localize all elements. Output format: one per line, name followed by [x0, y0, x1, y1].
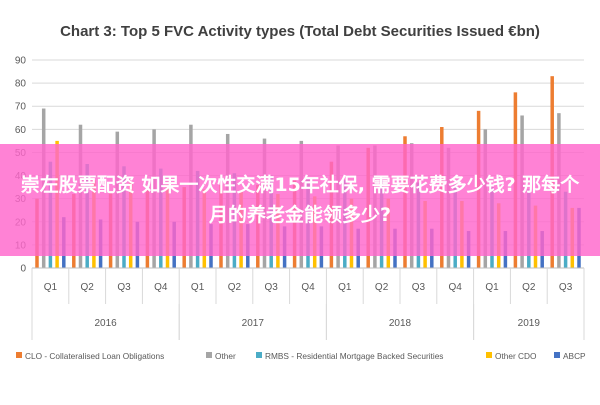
x-tick-label: Q1 [338, 282, 352, 293]
overlay-text: 崇左股票配资 如果一次性交满15年社保, 需要花费多少钱? 那每个月的养老金能领… [20, 174, 580, 226]
x-tick-label: Q3 [559, 282, 573, 293]
x-tick-label: Q2 [522, 282, 536, 293]
y-tick-label: 70 [15, 102, 27, 113]
y-tick-label: 60 [15, 125, 27, 136]
y-tick-label: 80 [15, 79, 27, 90]
year-label: 2019 [518, 318, 541, 329]
x-tick-label: Q1 [44, 282, 58, 293]
year-label: 2018 [389, 318, 412, 329]
overlay-banner: 崇左股票配资 如果一次性交满15年社保, 需要花费多少钱? 那每个月的养老金能领… [0, 144, 600, 256]
x-tick-label: Q4 [301, 282, 315, 293]
legend-swatch [554, 352, 560, 358]
legend-label: Other CDO [495, 351, 537, 361]
legend-label: ABCP [563, 351, 586, 361]
x-tick-label: Q1 [191, 282, 205, 293]
x-tick-label: Q3 [265, 282, 279, 293]
x-axis: Q1 Q2 Q3 Q4 Q1 Q2 Q3 Q4 Q1 Q2 Q3 Q4 Q1 Q2 Q3 2016 2017 20… [31, 267, 585, 340]
year-label: 2017 [242, 318, 265, 329]
legend-label: RMBS - Residential Mortgage Backed Secur… [265, 351, 443, 361]
legend: CLO - Collateralised Loan Obligations Oth… [16, 351, 586, 361]
x-tick-label: Q4 [154, 282, 168, 293]
x-tick-label: Q3 [117, 282, 131, 293]
legend-label: Other [215, 351, 236, 361]
legend-swatch [16, 352, 22, 358]
x-tick-label: Q2 [375, 282, 389, 293]
legend-swatch [206, 352, 212, 358]
legend-label: CLO - Collateralised Loan Obligations [25, 351, 164, 361]
chart-title: Chart 3: Top 5 FVC Activity types (Total… [60, 23, 540, 40]
legend-swatch [486, 352, 492, 358]
x-tick-label: Q2 [228, 282, 242, 293]
legend-swatch [256, 352, 262, 358]
x-tick-label: Q4 [449, 282, 463, 293]
y-tick-label: 90 [15, 56, 27, 67]
x-tick-label: Q3 [412, 282, 426, 293]
x-tick-label: Q1 [485, 282, 499, 293]
x-tick-label: Q2 [81, 282, 95, 293]
y-tick-label: 0 [20, 264, 26, 275]
year-label: 2016 [94, 318, 117, 329]
